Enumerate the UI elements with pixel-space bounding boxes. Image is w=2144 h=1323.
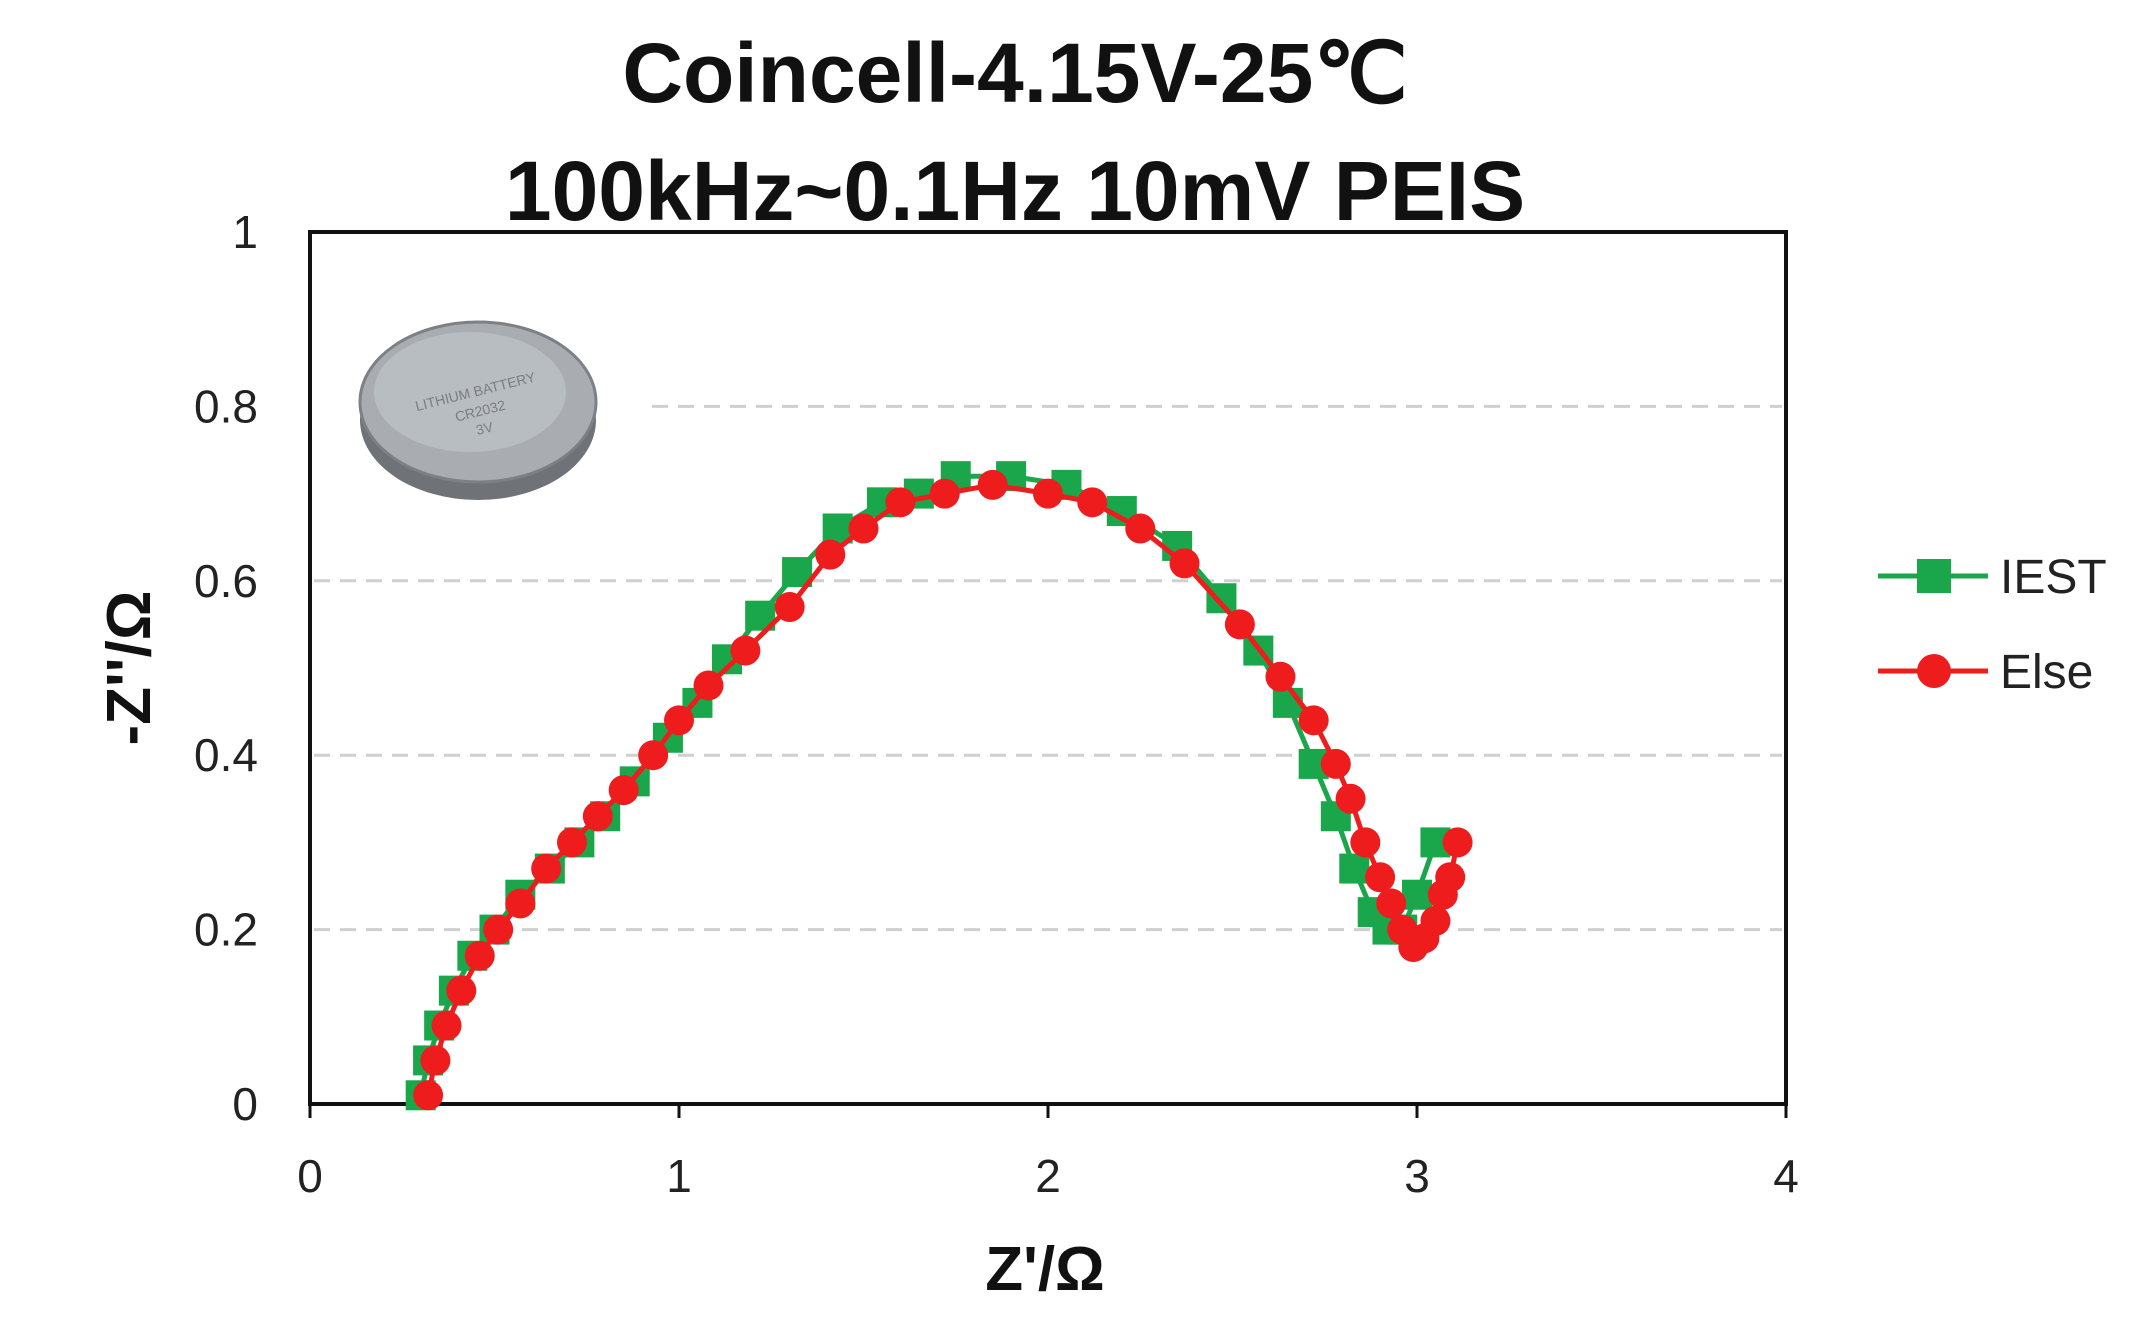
data-point-else [1298, 705, 1329, 736]
data-point-else [413, 1080, 444, 1111]
data-point-else [1335, 783, 1366, 814]
chart-title-line-2: 100kHz~0.1Hz 10mV PEIS [505, 144, 1525, 238]
legend-marker-iest [1917, 559, 1951, 593]
data-point-else [929, 478, 960, 509]
data-point-else [1077, 487, 1108, 518]
data-point-else [848, 513, 879, 544]
data-point-else [420, 1045, 451, 1076]
data-point-else [1350, 827, 1381, 858]
data-point-else [582, 801, 613, 832]
y-axis-title: -Z''/Ω [95, 591, 164, 746]
x-axis-title: Z'/Ω [985, 1235, 1105, 1304]
legend-item-else: Else [1878, 646, 2093, 699]
legend-label-else: Else [2000, 646, 2093, 699]
y-tick-label: 1 [232, 206, 258, 258]
x-axis-ticks: 0 1 2 3 4 [297, 1104, 1799, 1202]
data-point-else [664, 705, 694, 736]
data-point-else [1376, 888, 1407, 919]
y-axis-ticks: 0 0.2 0.4 0.6 0.8 1 [194, 206, 258, 1130]
data-point-else [730, 635, 761, 666]
x-tick-label: 4 [1773, 1150, 1799, 1202]
y-tick-label: 0.8 [194, 380, 258, 432]
series-layer [405, 461, 1473, 1111]
data-point-else [1420, 905, 1451, 936]
data-point-else [1033, 478, 1063, 509]
legend-item-iest: IEST [1878, 551, 2107, 604]
y-tick-label: 0.2 [194, 904, 258, 956]
legend: IEST Else [1878, 551, 2107, 699]
y-tick-label: 0.6 [194, 555, 258, 607]
data-point-else [815, 539, 846, 570]
data-point-else [1365, 862, 1396, 893]
series-line-iest [418, 473, 1438, 1096]
data-point-else [638, 740, 669, 771]
data-point-else [556, 827, 587, 858]
svg-text:3V: 3V [474, 418, 495, 438]
data-point-iest [1402, 879, 1432, 910]
chart-title-line-1: Coincell-4.15V-25℃ [622, 26, 1407, 120]
x-tick-label: 2 [1035, 1150, 1061, 1202]
data-point-else [464, 940, 495, 971]
y-tick-label: 0 [232, 1078, 258, 1130]
x-tick-label: 3 [1404, 1150, 1430, 1202]
data-point-else [693, 670, 724, 701]
legend-label-iest: IEST [2000, 551, 2107, 604]
data-point-else [531, 853, 562, 884]
series-line-else [425, 482, 1461, 1096]
data-point-iest [1339, 853, 1370, 884]
data-point-else [483, 914, 514, 945]
series-else [413, 469, 1473, 1111]
legend-marker-else [1917, 654, 1951, 688]
data-point-else [774, 591, 805, 622]
data-point-iest [1206, 583, 1237, 614]
series-iest [405, 461, 1451, 1111]
data-point-else [885, 487, 916, 518]
data-point-else [1265, 661, 1296, 692]
data-point-else [1224, 609, 1255, 640]
y-tick-label: 0.4 [194, 729, 258, 781]
data-point-else [977, 469, 1008, 500]
x-tick-label: 0 [297, 1150, 323, 1202]
x-tick-label: 1 [666, 1150, 692, 1202]
data-point-else [446, 975, 477, 1006]
data-point-else [431, 1010, 462, 1041]
data-point-else [1435, 862, 1466, 893]
data-point-else [505, 888, 536, 919]
data-point-else [1442, 827, 1473, 858]
data-point-else [608, 775, 639, 806]
data-point-else [1125, 513, 1156, 544]
data-point-else [1169, 548, 1200, 579]
data-point-else [1320, 748, 1351, 779]
